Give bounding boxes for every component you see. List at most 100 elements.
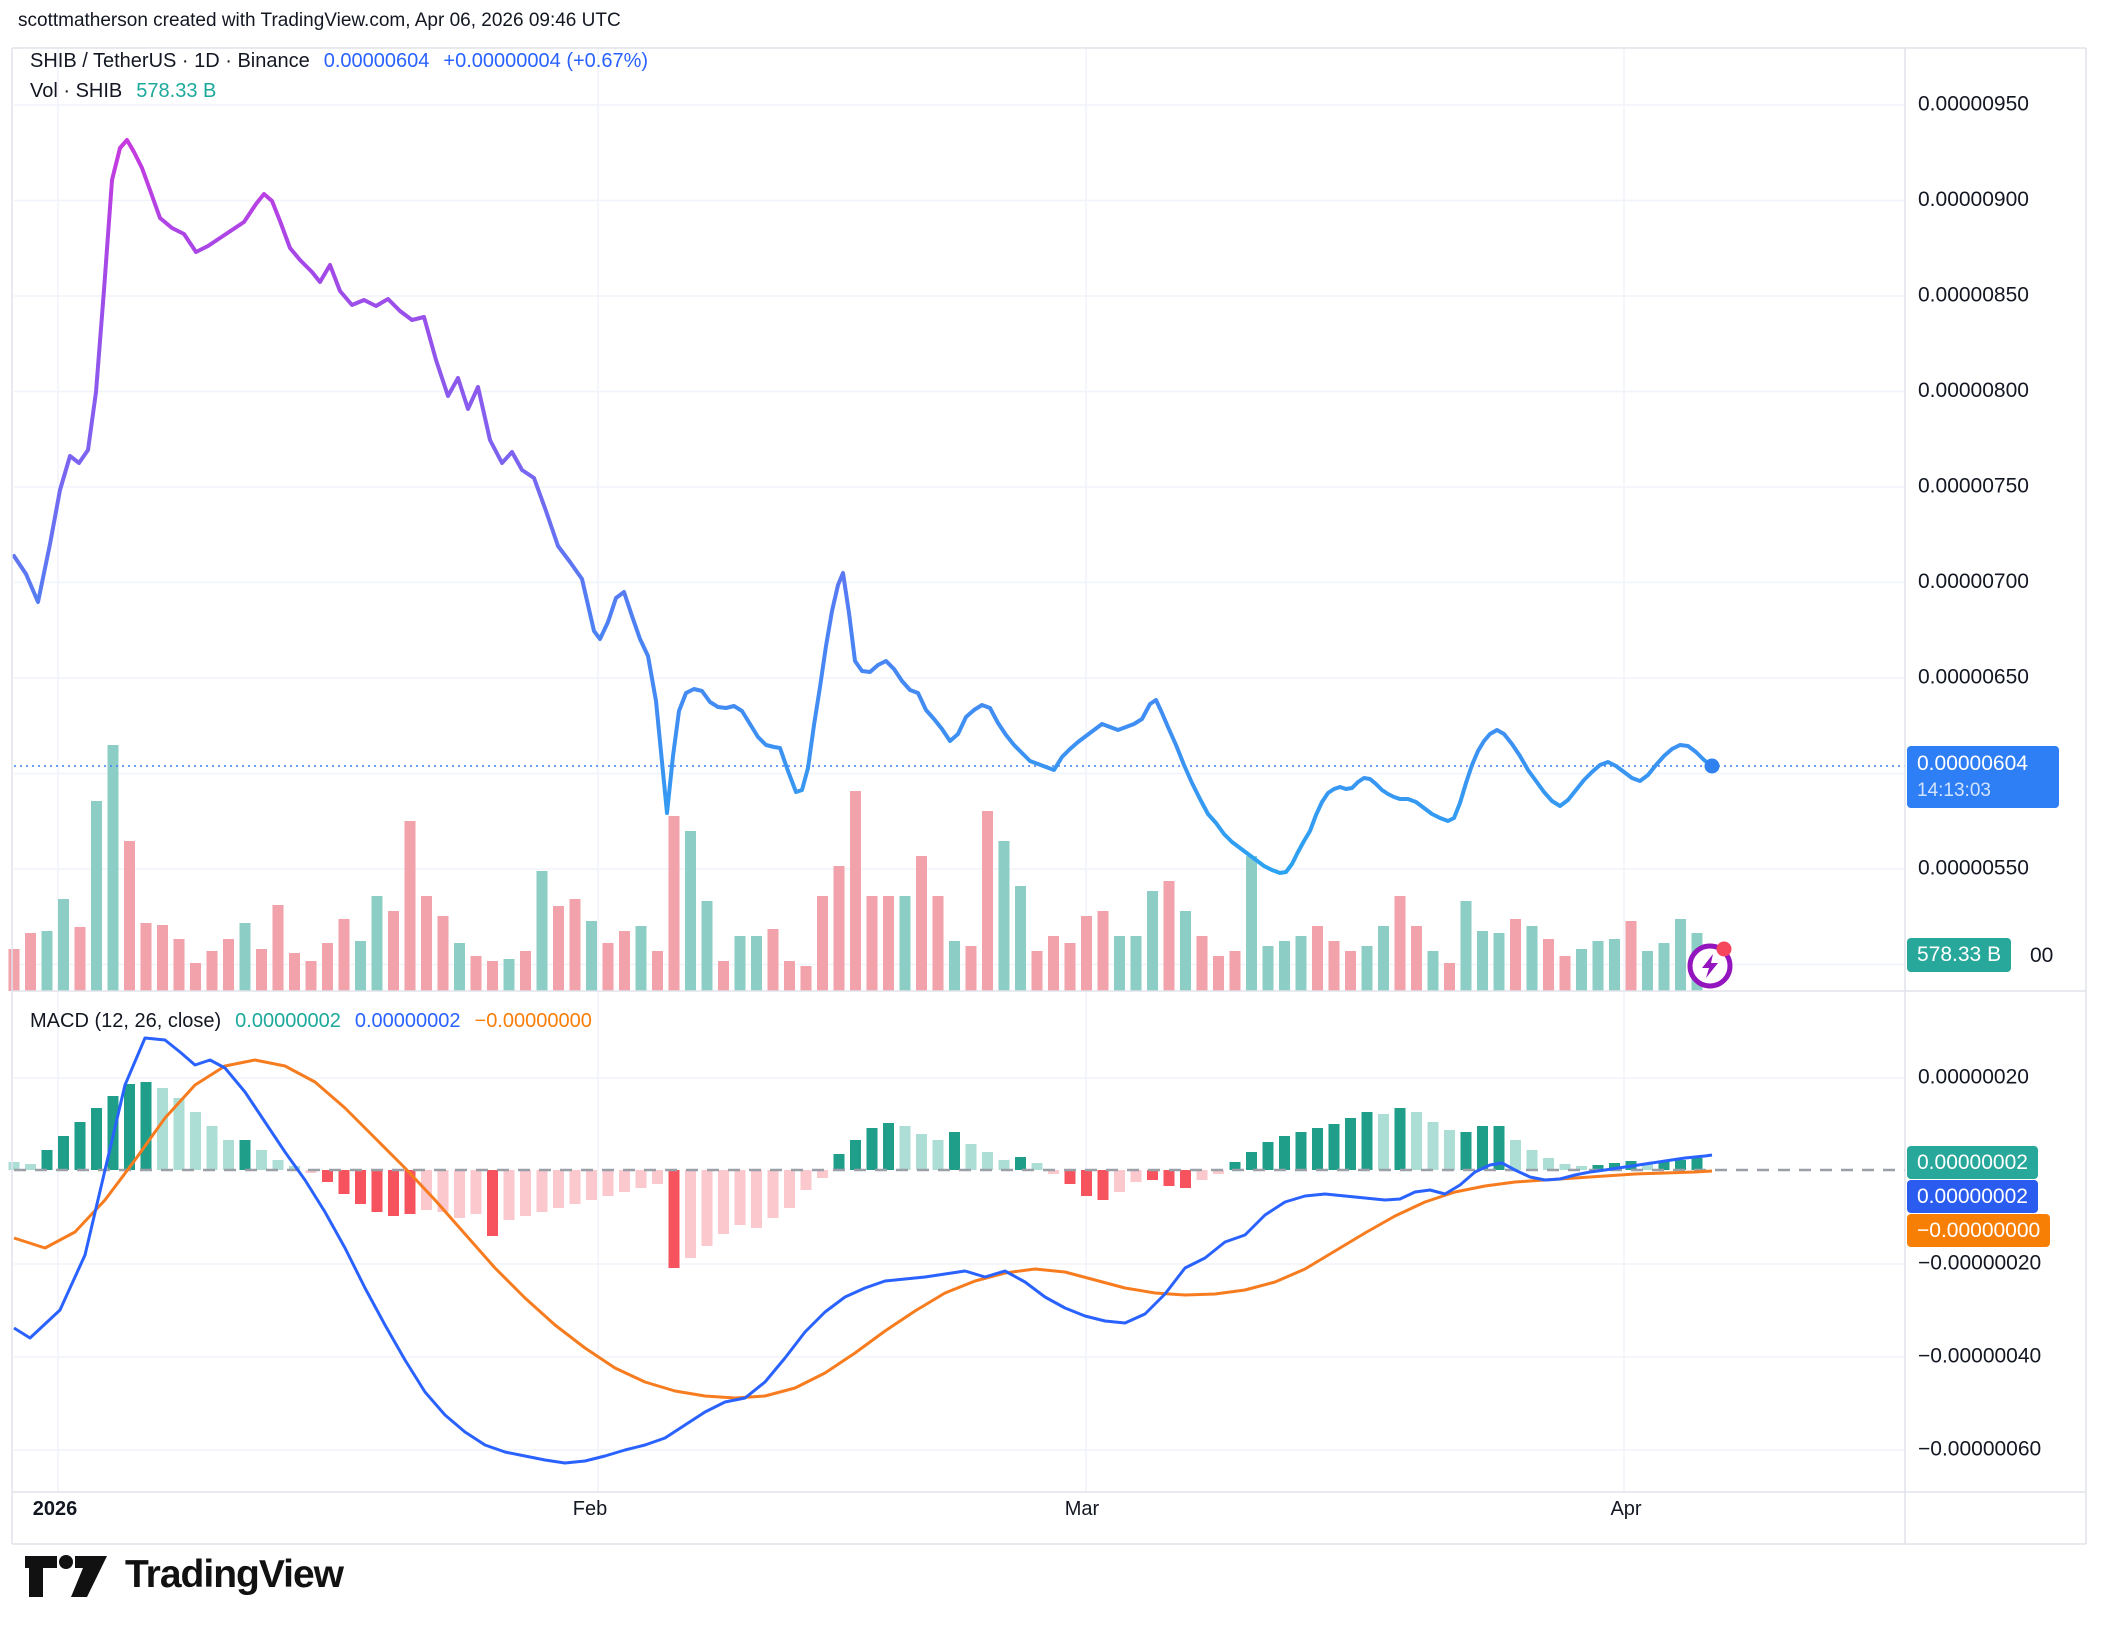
price-axis-label: 0.00000850	[1918, 284, 2029, 307]
macd-histogram-bar	[1378, 1114, 1389, 1170]
macd-histogram-bar	[140, 1082, 152, 1170]
volume-bar	[157, 925, 168, 991]
volume-legend[interactable]: Vol · SHIB 578.33 B	[30, 80, 216, 103]
macd-histogram-bar	[701, 1170, 713, 1246]
macd-histogram-bar	[1295, 1132, 1307, 1170]
macd-histogram-bar	[289, 1166, 300, 1170]
volume-bar	[454, 943, 465, 991]
volume-bar	[1097, 911, 1109, 991]
volume-bar	[1081, 916, 1092, 991]
macd-histogram-bar	[883, 1123, 894, 1170]
volume-bar	[800, 966, 812, 991]
covered-axis-label: 00	[2030, 944, 2054, 967]
price-change-value: +0.00000004 (+0.67%)	[443, 50, 649, 72]
price-axis-label: 0.00000550	[1918, 857, 2029, 880]
price-line	[12, 138, 1714, 875]
volume-bar	[305, 961, 317, 991]
volume-bar	[734, 936, 746, 991]
macd-histogram-bar	[190, 1112, 201, 1170]
volume-bar	[1576, 949, 1587, 991]
last-price-badge: 0.00000604 14:13:03	[1907, 746, 2059, 808]
volume-bar	[1411, 926, 1422, 991]
volume-bar	[58, 899, 69, 991]
volume-bars	[8, 745, 1703, 991]
volume-bar	[41, 931, 53, 991]
volume-bar	[850, 791, 861, 991]
time-axis[interactable]: 2026 Feb Mar Apr	[33, 1498, 1642, 1520]
macd-histogram-bar	[1147, 1170, 1158, 1180]
last-price-badge-value: 0.00000604	[1917, 752, 2028, 775]
macd-histogram-bar	[1658, 1161, 1670, 1170]
volume-bar	[1262, 946, 1274, 991]
macd-histogram-bar	[74, 1122, 86, 1170]
macd-histogram-bar	[784, 1170, 795, 1208]
volume-bar	[470, 956, 482, 991]
macd-histogram-bar	[1460, 1132, 1472, 1170]
macd-histogram-bar	[1493, 1126, 1505, 1170]
macd-histogram-bar	[916, 1134, 927, 1170]
volume-bar	[8, 949, 20, 991]
volume-bar	[1361, 946, 1373, 991]
macd-hist-badge: 0.00000002	[1907, 1146, 2038, 1179]
volume-badge: 578.33 B	[1907, 938, 2012, 972]
macd-legend[interactable]: MACD (12, 26, close) 0.00000002 0.000000…	[30, 1010, 592, 1033]
macd-histogram-bar	[206, 1126, 218, 1170]
volume-bar	[932, 896, 944, 991]
bar-countdown: 14:13:03	[1917, 780, 1991, 801]
volume-bar	[998, 841, 1010, 991]
volume-bar	[767, 929, 779, 991]
volume-bar	[1130, 936, 1142, 991]
macd-histogram-bar	[1213, 1170, 1224, 1174]
time-axis-label: Apr	[1610, 1498, 1641, 1520]
volume-bar	[553, 906, 564, 991]
macd-histogram-bar	[965, 1144, 977, 1170]
macd-histogram-bar	[25, 1164, 36, 1170]
price-axis[interactable]: 0.00000950 0.00000900 0.00000850 0.00000800…	[1918, 93, 2029, 880]
instant-trade-marker[interactable]	[1678, 932, 1744, 998]
volume-bar	[173, 939, 185, 991]
tradingview-logo[interactable]: TradingView	[23, 1552, 344, 1598]
macd-signal-line	[13, 1058, 1713, 1400]
macd-histogram-bar	[1015, 1157, 1026, 1170]
macd-histogram-bar	[1592, 1165, 1604, 1170]
macd-histogram-bar	[866, 1128, 878, 1170]
volume-bar	[965, 946, 977, 991]
volume-bar	[503, 959, 515, 991]
price-axis-label: 0.00000700	[1918, 570, 2029, 593]
volume-bar	[421, 896, 432, 991]
volume-bar	[1609, 939, 1620, 991]
volume-bar	[1460, 901, 1472, 991]
volume-bar	[668, 816, 680, 991]
macd-histogram	[8, 1082, 1703, 1268]
volume-bar	[388, 911, 399, 991]
macd-histogram-bar	[454, 1170, 465, 1218]
macd-histogram-bar	[1064, 1170, 1076, 1184]
macd-axis[interactable]: 0.00000020 −0.00000020 −0.00000040 −0.00000…	[1918, 1066, 2041, 1461]
macd-histogram-bar	[1180, 1170, 1191, 1188]
macd-histogram-bar	[998, 1160, 1010, 1170]
volume-bar	[206, 951, 218, 991]
macd-histogram-bar	[833, 1154, 845, 1170]
time-axis-label: Feb	[573, 1498, 607, 1520]
volume-bar	[1444, 963, 1455, 991]
volume-bar	[1642, 951, 1653, 991]
macd-histogram-bar	[1031, 1163, 1043, 1170]
volume-bar	[272, 905, 284, 991]
volume-bar	[619, 931, 630, 991]
macd-histogram-bar	[173, 1098, 185, 1170]
macd-histogram-bar	[1130, 1170, 1142, 1182]
macd-histogram-bar	[602, 1170, 614, 1196]
macd-histogram-bar	[1163, 1170, 1175, 1186]
macd-histogram-bar	[1262, 1142, 1274, 1170]
price-axis-label: 0.00000950	[1918, 93, 2029, 116]
macd-histogram-bar	[355, 1170, 366, 1204]
volume-bar	[701, 901, 713, 991]
macd-histogram-bar	[899, 1126, 911, 1170]
macd-histogram-bar	[685, 1170, 696, 1258]
symbol-legend[interactable]: SHIB / TetherUS · 1D · Binance 0.0000060…	[30, 50, 648, 73]
attribution-header: scottmatherson created with TradingView.…	[18, 10, 621, 31]
macd-histogram-bar	[932, 1140, 944, 1170]
tradingview-logo-icon	[25, 1555, 107, 1597]
